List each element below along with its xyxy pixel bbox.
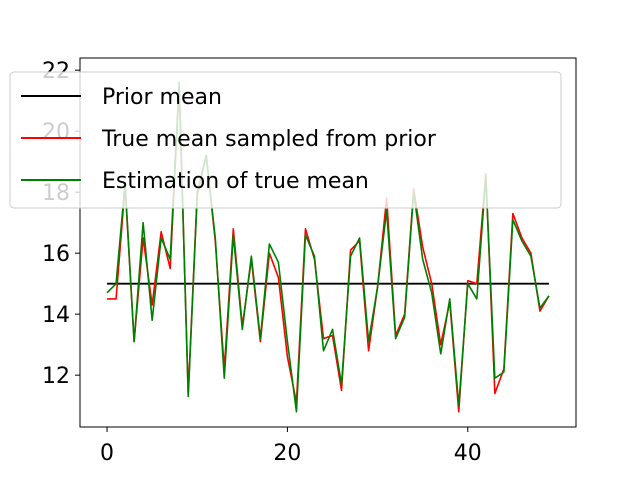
legend-label-estimation-of-true-mean: Estimation of true mean	[102, 169, 369, 194]
legend-box	[9, 71, 562, 209]
y-tick-label: 14	[42, 303, 70, 328]
legend-label-prior-mean: Prior mean	[102, 85, 222, 110]
axes-frame	[79, 57, 577, 428]
y-tick-label: 12	[42, 364, 70, 389]
x-tick-label: 40	[454, 441, 482, 466]
legend: Prior mean True mean sampled from prior Es…	[9, 71, 562, 209]
x-tick-label: 0	[100, 441, 114, 466]
x-tick-label: 20	[273, 441, 301, 466]
y-tick-label: 16	[42, 242, 70, 267]
legend-label-true-mean-sampled-from-prior: True mean sampled from prior	[101, 127, 437, 152]
